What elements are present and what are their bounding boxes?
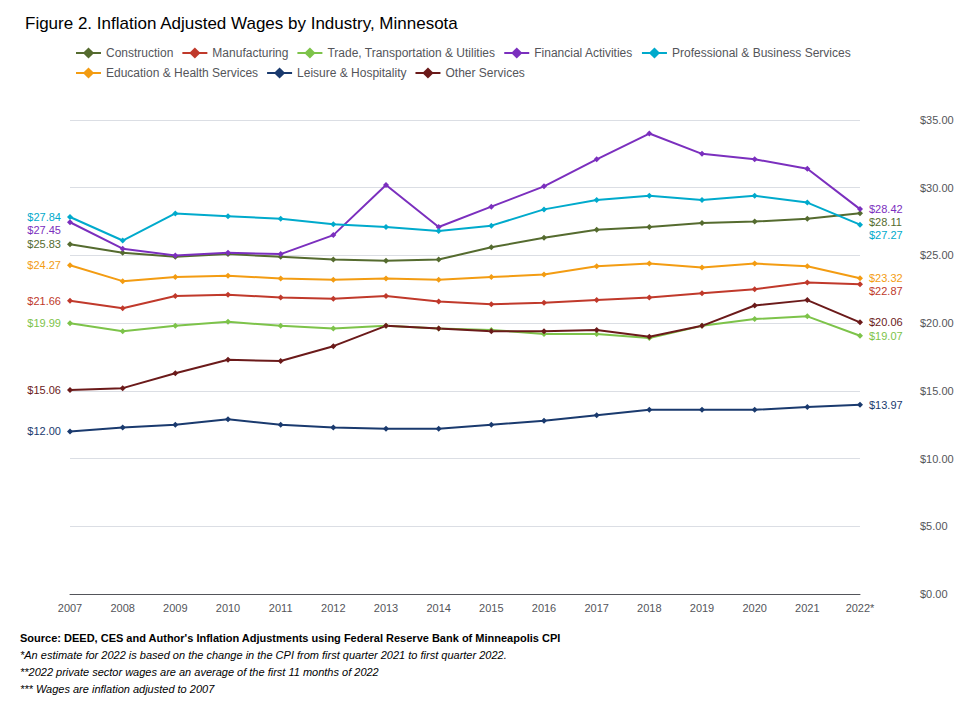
- svg-text:2013: 2013: [374, 602, 398, 614]
- svg-text:2020: 2020: [742, 602, 766, 614]
- svg-text:2009: 2009: [163, 602, 187, 614]
- svg-text:$10.00: $10.00: [920, 453, 954, 465]
- svg-text:Construction: Construction: [106, 46, 173, 60]
- svg-text:$20.00: $20.00: [920, 317, 954, 329]
- svg-text:2022*: 2022*: [846, 602, 875, 614]
- svg-text:$35.00: $35.00: [920, 114, 954, 126]
- svg-text:$25.83: $25.83: [27, 238, 61, 250]
- svg-text:$23.32: $23.32: [869, 272, 903, 284]
- svg-text:2018: 2018: [637, 602, 661, 614]
- svg-text:$25.00: $25.00: [920, 249, 954, 261]
- svg-text:2010: 2010: [216, 602, 240, 614]
- svg-text:2008: 2008: [110, 602, 134, 614]
- svg-text:Education & Health Services: Education & Health Services: [106, 66, 258, 80]
- svg-text:$27.45: $27.45: [27, 224, 61, 236]
- svg-text:$15.00: $15.00: [920, 385, 954, 397]
- svg-text:Other Services: Other Services: [445, 66, 524, 80]
- svg-text:*An estimate for 2022 is based: *An estimate for 2022 is based on the ch…: [20, 649, 507, 661]
- svg-text:$27.27: $27.27: [869, 229, 903, 241]
- svg-text:Financial Activities: Financial Activities: [534, 46, 632, 60]
- svg-text:Leisure & Hospitality: Leisure & Hospitality: [297, 66, 406, 80]
- svg-text:2015: 2015: [479, 602, 503, 614]
- svg-text:Figure 2. Inflation Adjusted W: Figure 2. Inflation Adjusted Wages by In…: [25, 14, 458, 33]
- svg-text:Manufacturing: Manufacturing: [212, 46, 288, 60]
- svg-text:$19.07: $19.07: [869, 330, 903, 342]
- svg-text:$22.87: $22.87: [869, 285, 903, 297]
- svg-text:$5.00: $5.00: [920, 520, 948, 532]
- svg-text:$28.11: $28.11: [869, 216, 902, 228]
- svg-text:2007: 2007: [58, 602, 82, 614]
- svg-text:*** Wages are inflation adjust: *** Wages are inflation adjusted to 2007: [20, 683, 215, 695]
- svg-text:2011: 2011: [269, 602, 293, 614]
- svg-text:$0.00: $0.00: [920, 588, 948, 600]
- svg-text:Source: DEED, CES and Author's: Source: DEED, CES and Author's Inflation…: [20, 632, 560, 644]
- svg-text:$12.00: $12.00: [27, 425, 61, 437]
- svg-text:$24.27: $24.27: [27, 259, 61, 271]
- svg-text:2016: 2016: [532, 602, 556, 614]
- svg-text:Professional & Business Servic: Professional & Business Services: [672, 46, 851, 60]
- svg-text:2021: 2021: [795, 602, 819, 614]
- svg-text:2017: 2017: [584, 602, 608, 614]
- svg-text:Trade, Transportation & Utilit: Trade, Transportation & Utilities: [327, 46, 495, 60]
- svg-text:$19.99: $19.99: [27, 317, 61, 329]
- svg-text:**2022 private sector wages ar: **2022 private sector wages are an avera…: [20, 666, 379, 678]
- svg-text:$20.06: $20.06: [869, 316, 903, 328]
- svg-text:$30.00: $30.00: [920, 182, 954, 194]
- svg-text:$28.42: $28.42: [869, 203, 903, 215]
- svg-text:2014: 2014: [426, 602, 450, 614]
- svg-text:$13.97: $13.97: [869, 399, 903, 411]
- svg-text:$27.84: $27.84: [27, 211, 61, 223]
- svg-text:$15.06: $15.06: [27, 384, 61, 396]
- svg-text:2012: 2012: [321, 602, 345, 614]
- svg-text:$21.66: $21.66: [27, 295, 61, 307]
- svg-text:2019: 2019: [690, 602, 714, 614]
